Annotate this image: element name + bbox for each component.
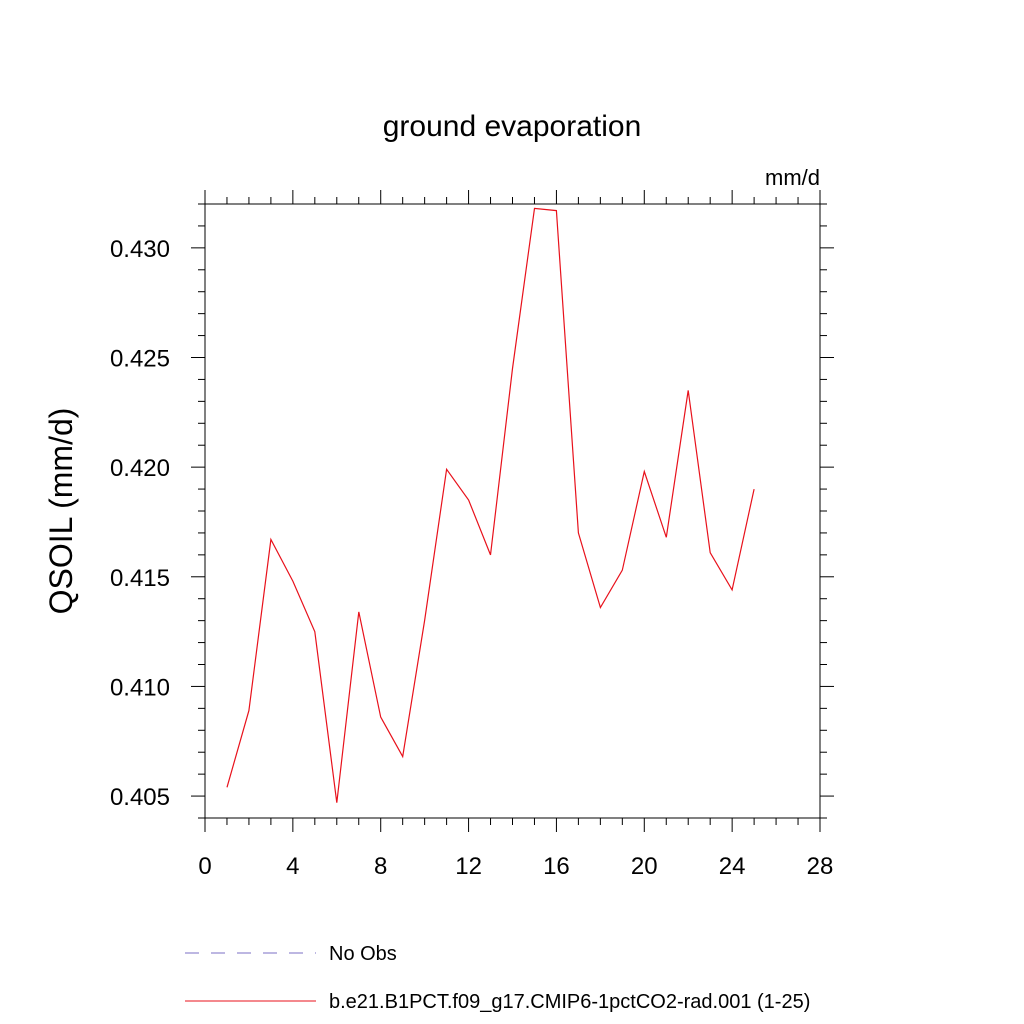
series-line [226, 207, 755, 803]
chart-title: ground evaporation [383, 110, 642, 143]
x-tick-label: 0 [198, 853, 211, 880]
y-tick-label: 0.410 [110, 674, 170, 701]
x-tick-label: 16 [543, 853, 570, 880]
y-tick-label: 0.415 [110, 565, 170, 592]
axis-tick-labels: 0 4 8 12 16 20 24 28 0.405 0.410 0.415 0.420 0.425 0.… [110, 236, 833, 880]
legend-label: b.e21.B1PCT.f09_g17.CMIP6-1pctCO2-rad.00… [329, 991, 810, 1013]
units-label: mm/d [765, 165, 820, 190]
axis-ticks [191, 190, 834, 832]
x-tick-label: 20 [631, 853, 658, 880]
x-tick-label: 24 [719, 853, 746, 880]
series-layer [226, 207, 755, 803]
x-tick-label: 8 [374, 853, 387, 880]
x-tick-label: 12 [455, 853, 482, 880]
plot-frame [204, 203, 821, 819]
y-tick-label: 0.420 [110, 455, 170, 482]
legend-label: No Obs [329, 943, 397, 965]
y-tick-label: 0.405 [110, 784, 170, 811]
y-tick-label: 0.430 [110, 236, 170, 263]
y-tick-label: 0.425 [110, 346, 170, 373]
y-axis-title: QSOIL (mm/d) [43, 408, 79, 615]
x-tick-label: 28 [807, 853, 834, 880]
legend: No Obs b.e21.B1PCT.f09_g17.CMIP6-1pctCO2-… [185, 943, 810, 1013]
x-tick-label: 4 [286, 853, 299, 880]
